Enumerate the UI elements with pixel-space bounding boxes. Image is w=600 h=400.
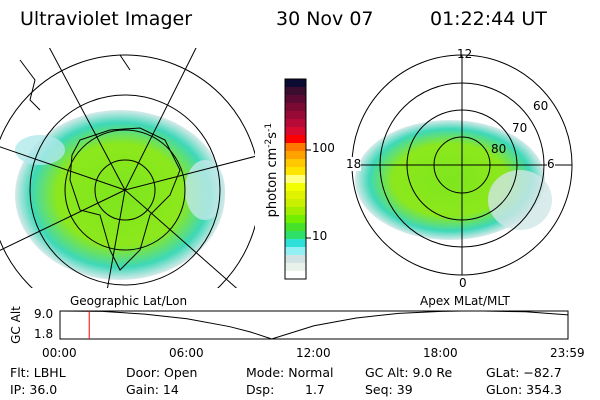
colorbar-swatch [285,151,306,160]
lat-lon-grid [0,48,255,288]
colorbar-swatch [285,87,306,96]
aurora-image-left [15,110,225,280]
colorbar-swatch [285,159,306,168]
colorbar-tick-10: 10 [312,229,328,243]
mlt-label-12: 12 [457,47,473,61]
plot-frame [59,310,569,340]
filter-status: Flt: LBHL [10,365,66,380]
left-map-caption: Geographic Lat/Lon [70,294,188,308]
instrument-title: Ultraviolet Imager [20,8,193,30]
colorbar-swatch [285,175,306,184]
colorbar-swatch [285,127,306,136]
colorbar-swatch [285,239,306,248]
colorbar-swatch [285,231,306,240]
ytick-9: 9.0 [34,307,54,321]
colorbar-label: photon cm-2s-1 [263,122,281,218]
coastline [19,54,131,111]
dsp-value: 1.7 [305,382,325,397]
geographic-map [0,48,255,288]
colorbar-swatch [285,111,306,120]
date-label: 30 Nov 07 [276,8,374,30]
door-status: Door: Open [126,365,198,380]
mlat-label-60: 60 [533,99,549,113]
ip-status: IP: 36.0 [10,382,58,397]
time-label: 01:22:44 UT [430,8,547,30]
gain-status: Gain: 14 [126,382,179,397]
mlat-label-70: 70 [512,121,528,135]
colorbar-swatch [285,167,306,176]
colorbar-swatch [285,255,306,264]
ytick-1.8: 1.8 [34,327,54,341]
colorbar-swatch [285,119,306,128]
seq-status: Seq: 39 [365,382,413,397]
colorbar [284,78,311,280]
colorbar-swatch [285,183,306,192]
colorbar-swatch [285,263,306,272]
dsp-label: Dsp: [246,382,275,397]
colorbar-swatch [285,191,306,200]
glon-status: GLon: 354.3 [486,382,562,397]
colorbar-frame [284,78,307,280]
xtick-2359: 23:59 [550,346,585,360]
colorbar-swatch [285,207,306,216]
plot-ylabel: GC Alt [8,306,23,344]
gc-alt-status: GC Alt: 9.0 Re [365,365,453,380]
glat-status: GLat: −82.7 [486,365,562,380]
colorbar-swatch [285,199,306,208]
antarctica-coastline [69,127,181,271]
apex-map [351,54,573,276]
altitude-plot [59,310,569,340]
altitude-series-line [59,310,569,340]
colorbar-swatch [285,247,306,256]
colorbar-swatch [285,223,306,232]
xtick-1200: 12:00 [296,346,331,360]
colorbar-swatch [285,271,306,280]
colorbar-swatch [285,215,306,224]
colorbar-swatch [285,79,306,88]
mlat-label-80: 80 [491,142,507,156]
mlt-label-6: 6 [547,157,555,171]
xtick-1800: 18:00 [423,346,458,360]
colorbar-swatch [285,135,306,144]
mode-status: Mode: Normal [246,365,334,380]
xtick-0600: 06:00 [169,346,204,360]
xtick-0000: 00:00 [42,346,77,360]
colorbar-swatch [285,143,306,152]
colorbar-tick-100: 100 [312,141,335,155]
colorbar-swatch [285,103,306,112]
mlt-label-18: 18 [346,157,362,171]
colorbar-swatch [285,95,306,104]
right-map-caption: Apex MLat/MLT [420,294,510,308]
mlt-label-0: 0 [459,276,467,290]
